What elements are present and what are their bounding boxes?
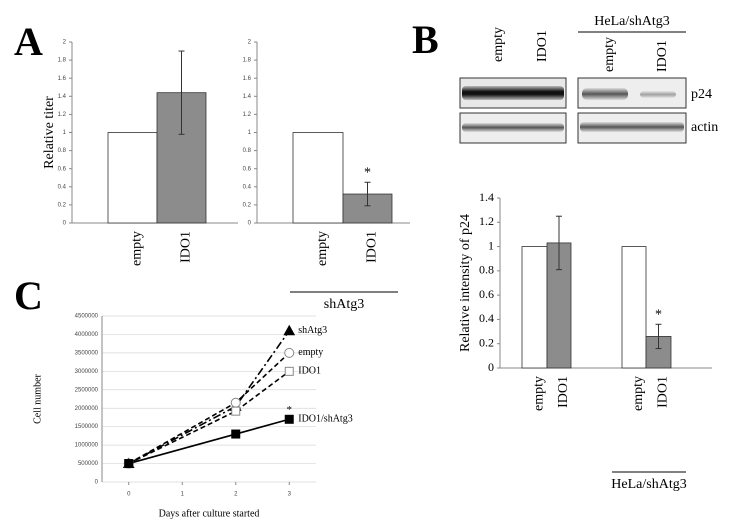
annotation: * <box>364 165 371 180</box>
y-tick-label: 0.2 <box>243 202 252 208</box>
y-tick-label: 0 <box>248 221 252 227</box>
x-tick-label: IDO1 <box>556 376 571 408</box>
y-tick-label: 500000 <box>78 461 99 467</box>
x-tick-label: 0 <box>127 492 131 498</box>
y-tick-label: 1.2 <box>58 112 67 118</box>
x-tick-label: empty <box>315 231 330 266</box>
marker <box>230 397 241 408</box>
y-tick-label: 0.4 <box>58 184 67 190</box>
marker <box>284 366 294 376</box>
y-tick-label: 1 <box>488 238 494 252</box>
panel-label: B <box>412 17 439 62</box>
y-axis-label: Cell number <box>32 373 43 423</box>
lane-label: IDO1 <box>535 30 550 62</box>
y-tick-label: 1500000 <box>75 424 99 430</box>
x-tick-label: IDO1 <box>179 231 194 263</box>
y-tick-label: 0.8 <box>479 263 494 277</box>
group-label: HeLa/shAtg3 <box>611 477 686 492</box>
x-tick-label: empty <box>631 376 646 411</box>
x-tick-label: 2 <box>234 492 238 498</box>
y-tick-label: 1.4 <box>479 190 494 204</box>
y-tick-label: 4000000 <box>75 332 99 338</box>
marker <box>124 459 134 469</box>
y-tick-label: 3500000 <box>75 350 99 356</box>
series-label: IDO1/shAtg3 <box>298 414 352 425</box>
y-tick-label: 2000000 <box>75 406 99 412</box>
marker <box>231 406 241 416</box>
y-tick-label: 0 <box>63 221 67 227</box>
western-blot <box>459 77 687 144</box>
y-tick-label: 0.2 <box>479 335 494 349</box>
marker <box>231 429 241 439</box>
y-tick-label: 2500000 <box>75 387 99 393</box>
x-tick-label: IDO1 <box>365 231 380 263</box>
blot-group-label: HeLa/shAtg3 <box>594 14 669 29</box>
series-line <box>128 370 290 465</box>
bar <box>621 246 647 369</box>
lane-label: IDO1 <box>655 40 670 72</box>
y-tick-label: 1.4 <box>243 94 252 100</box>
panel-label: C <box>14 273 43 318</box>
row-label: actin <box>691 120 718 135</box>
series-line <box>128 418 290 465</box>
y-tick-label: 0 <box>95 480 99 486</box>
panel-label: A <box>14 19 43 64</box>
x-tick-label: 1 <box>181 492 185 498</box>
x-axis-label: Days after culture started <box>159 508 260 519</box>
y-tick-label: 0.6 <box>243 166 252 172</box>
y-tick-label: 1.4 <box>58 94 67 100</box>
y-tick-label: 0.6 <box>479 287 494 301</box>
y-tick-label: 1.6 <box>243 76 252 82</box>
y-tick-label: 1.8 <box>243 58 252 64</box>
x-tick-label: empty <box>532 376 547 411</box>
x-tick-label: 3 <box>288 492 292 498</box>
annotation: * <box>287 404 293 416</box>
y-tick-label: 3000000 <box>75 369 99 375</box>
y-tick-label: 0.4 <box>479 311 494 325</box>
annotation: * <box>655 308 662 323</box>
y-tick-label: 1000000 <box>75 443 99 449</box>
y-tick-label: 1.6 <box>58 76 67 82</box>
y-tick-label: 0.4 <box>243 184 252 190</box>
y-tick-label: 2 <box>63 40 67 46</box>
y-tick-label: 0.2 <box>58 202 67 208</box>
marker <box>283 324 296 336</box>
bar <box>292 132 344 224</box>
marker <box>284 347 295 358</box>
marker <box>284 414 294 424</box>
row-label: p24 <box>691 87 712 102</box>
y-tick-label: 0.8 <box>243 148 252 154</box>
y-tick-label: 0.8 <box>58 148 67 154</box>
series-label: shAtg3 <box>298 325 327 336</box>
y-tick-label: 1.2 <box>243 112 252 118</box>
series-label: IDO1 <box>298 366 321 377</box>
y-axis-label: Relative intensity of p24 <box>458 214 473 352</box>
series-line <box>128 330 290 465</box>
y-tick-label: 1.2 <box>479 214 494 228</box>
bar <box>107 132 158 224</box>
series-label: empty <box>298 347 323 358</box>
y-tick-label: 0 <box>488 360 494 374</box>
group-label: shAtg3 <box>324 297 364 312</box>
lane-label: empty <box>491 27 506 62</box>
y-tick-label: 0.6 <box>58 166 67 172</box>
bar <box>521 246 548 369</box>
y-tick-label: 4500000 <box>75 314 99 320</box>
y-tick-label: 2 <box>248 40 252 46</box>
y-tick-label: 1 <box>63 130 67 136</box>
x-tick-label: IDO1 <box>656 376 671 408</box>
y-tick-label: 1.8 <box>58 58 67 64</box>
y-tick-label: 1 <box>248 130 252 136</box>
lane-label: empty <box>602 37 617 72</box>
y-axis-label: Relative titer <box>42 96 57 169</box>
x-tick-label: empty <box>130 231 145 266</box>
